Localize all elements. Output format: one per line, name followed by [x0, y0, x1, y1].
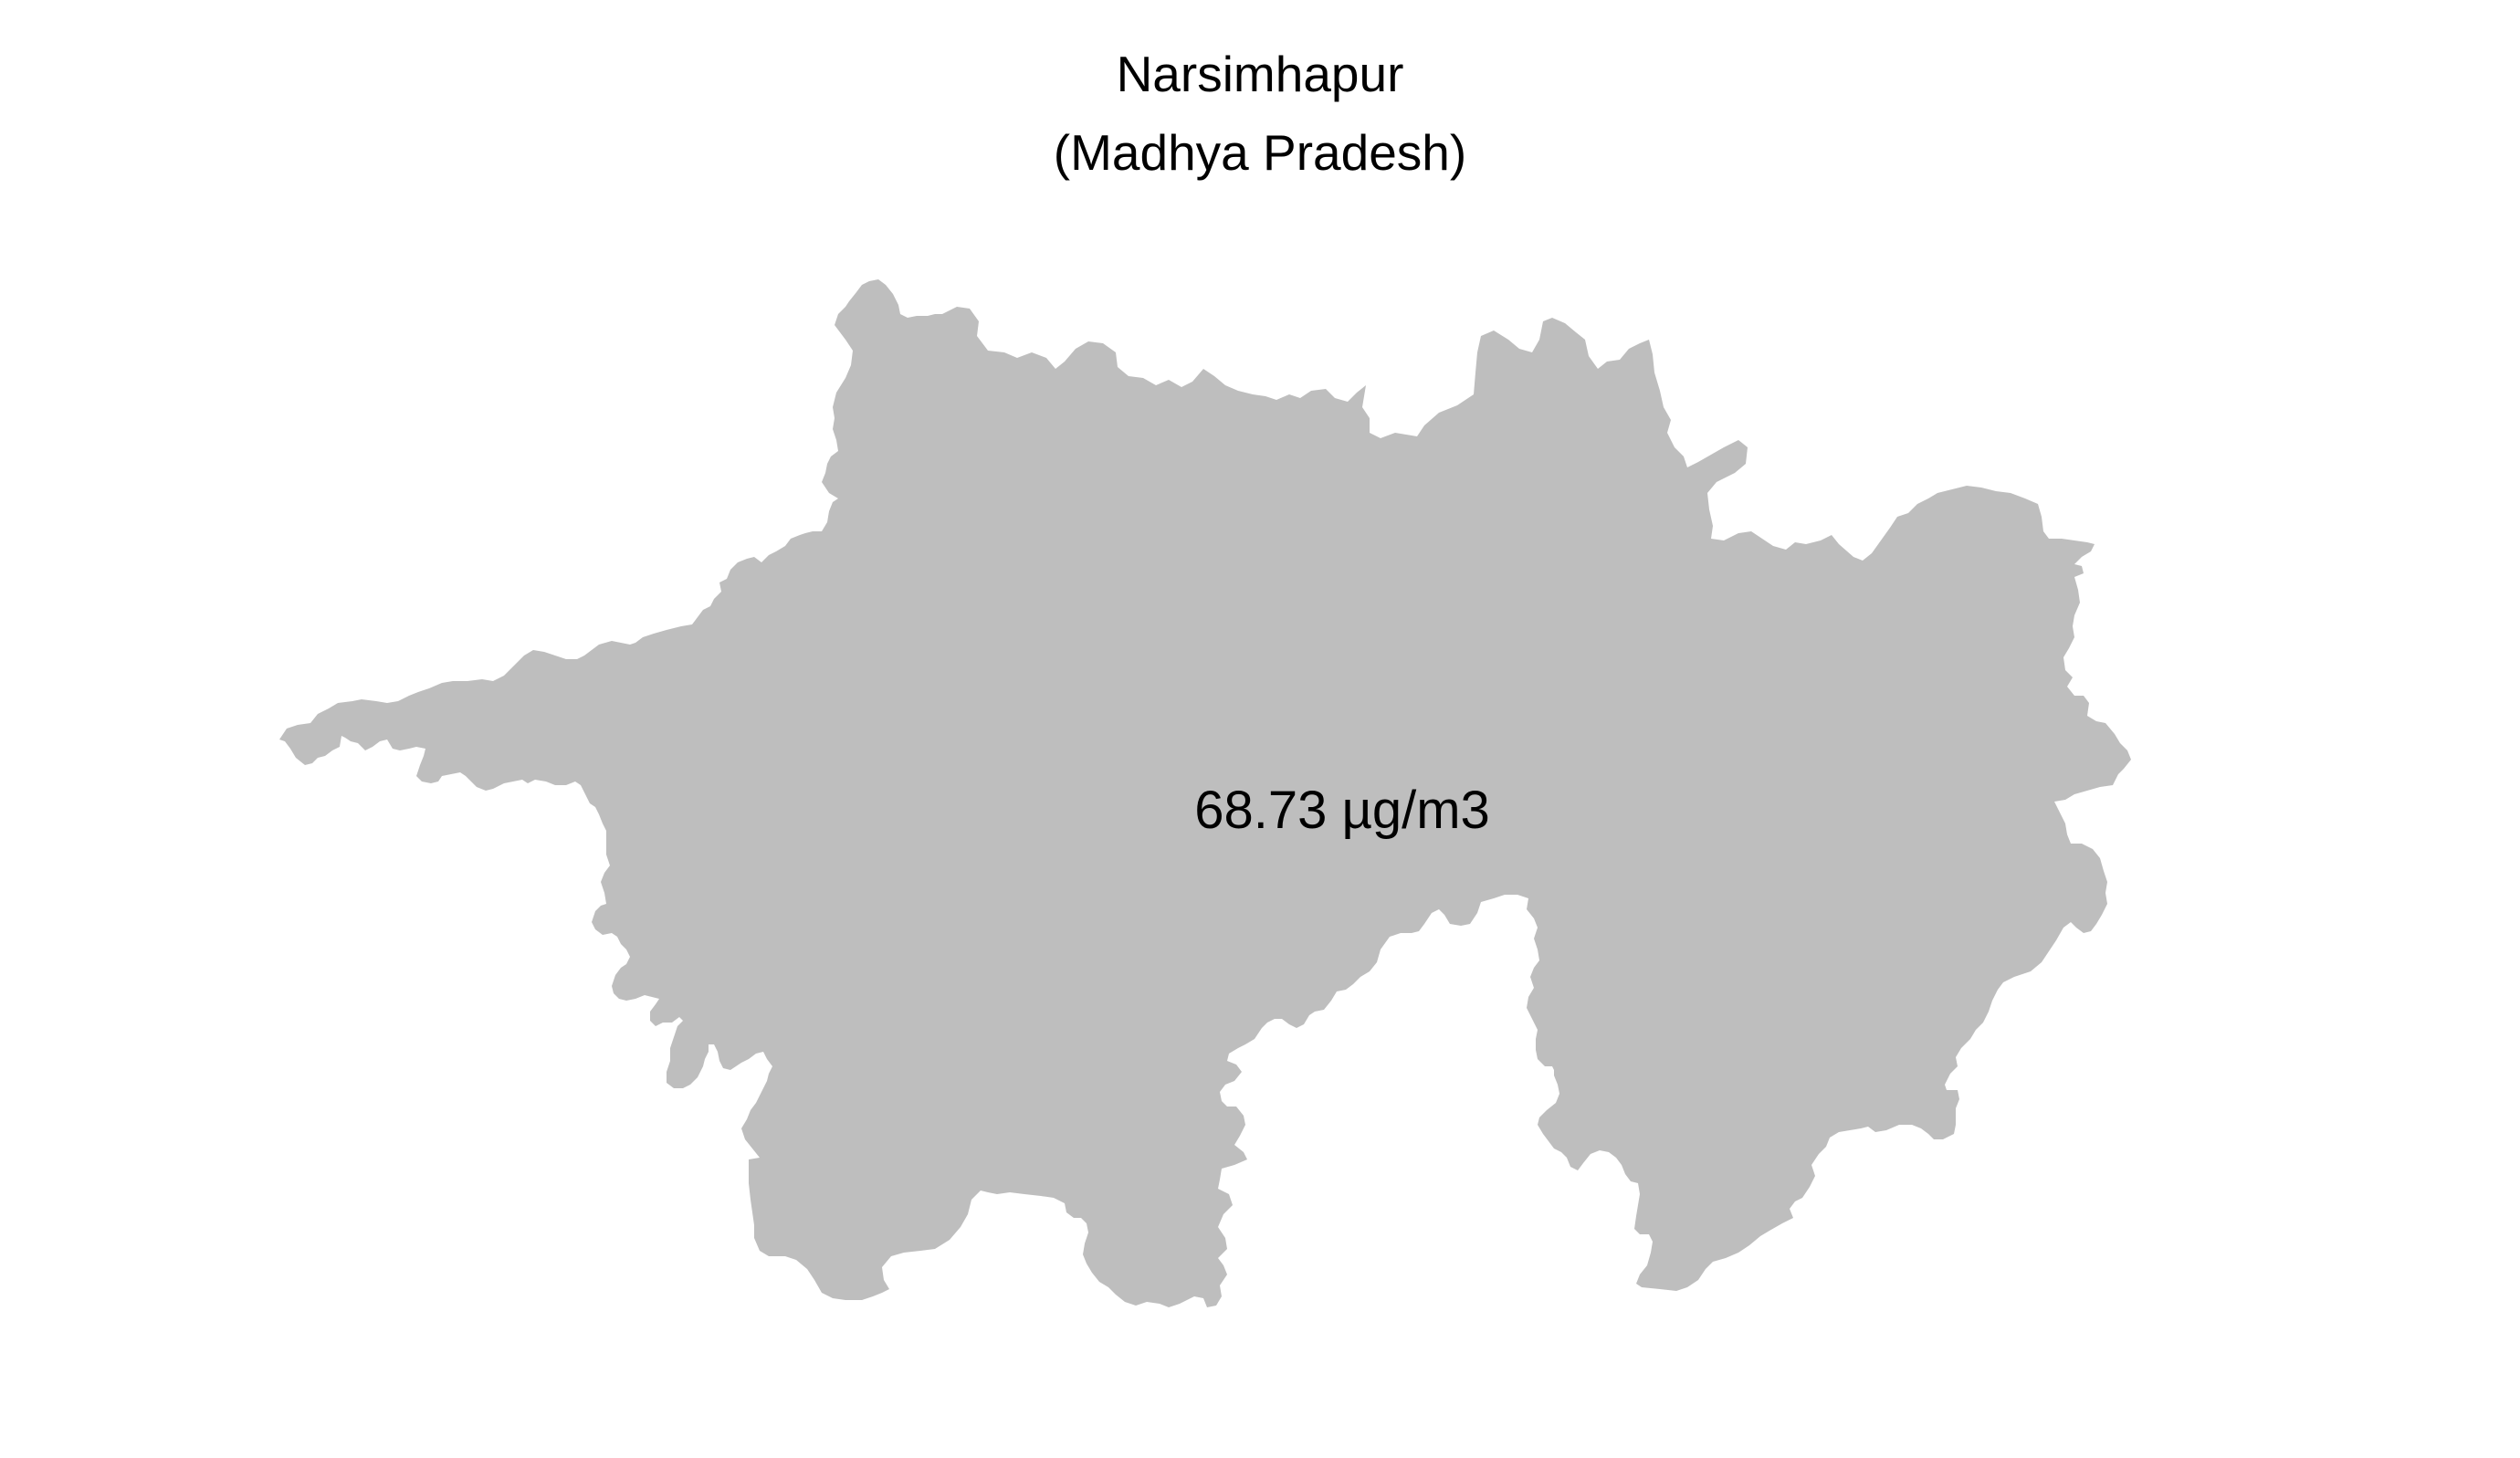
pollution-value-label: 68.73 µg/m3	[1194, 781, 1490, 840]
map-subtitle: (Madhya Pradesh)	[1053, 124, 1467, 181]
district-shape	[279, 279, 2131, 1307]
map-title: Narsimhapur	[1116, 46, 1404, 102]
map-title-block: Narsimhapur (Madhya Pradesh)	[0, 35, 2520, 192]
